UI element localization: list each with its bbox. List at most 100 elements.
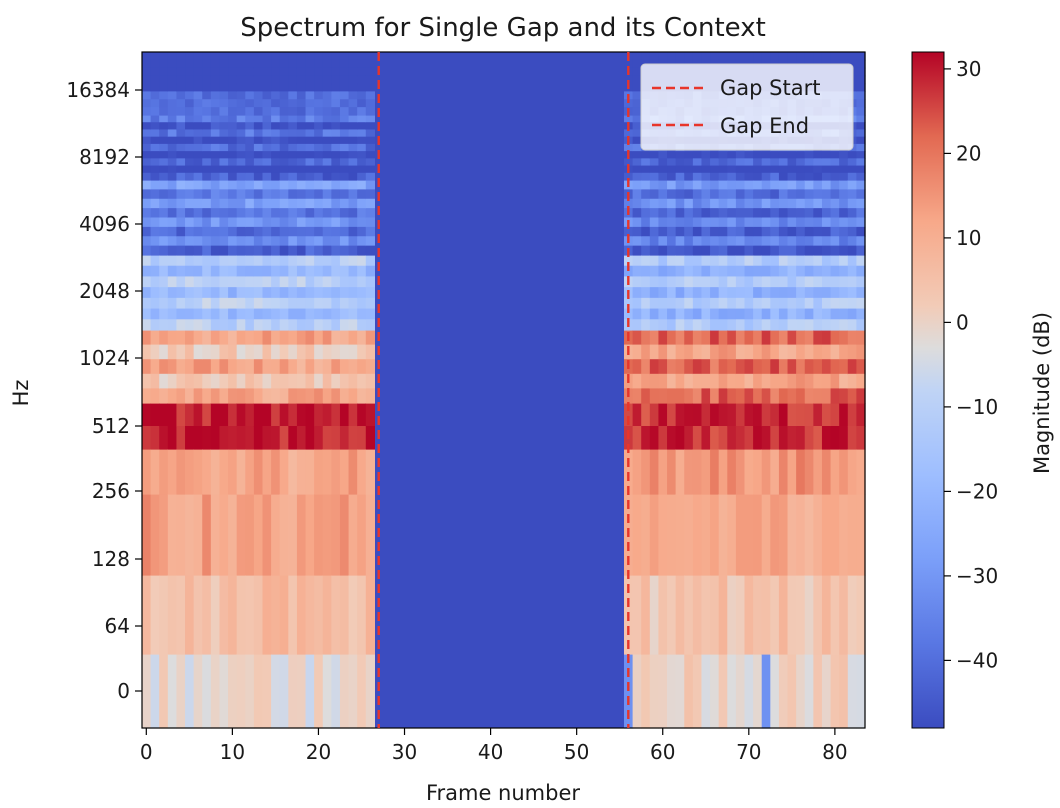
- heatmap-cell: [322, 330, 332, 346]
- heatmap-cell: [296, 403, 307, 427]
- heatmap-cell: [632, 189, 642, 200]
- heatmap-cell: [228, 99, 238, 108]
- heatmap-cell: [167, 344, 178, 360]
- heatmap-cell: [770, 165, 780, 174]
- heatmap-cell: [804, 388, 814, 404]
- heatmap-cell: [142, 83, 152, 92]
- heatmap-cell: [357, 217, 367, 228]
- heatmap-cell: [322, 403, 332, 427]
- heatmap-cell: [167, 115, 178, 123]
- heatmap-cell: [150, 129, 160, 138]
- heatmap-cell: [271, 143, 281, 152]
- heatmap-cell: [830, 449, 840, 495]
- heatmap-cell: [718, 245, 728, 256]
- heatmap-cell: [641, 359, 651, 375]
- heatmap-cell: [365, 426, 375, 450]
- heatmap-cell: [778, 319, 789, 331]
- heatmap-cell: [271, 426, 281, 450]
- heatmap-cell: [856, 129, 866, 138]
- heatmap-cell: [142, 255, 152, 267]
- heatmap-cell: [219, 245, 229, 256]
- heatmap-cell: [159, 151, 169, 159]
- heatmap-cell: [778, 287, 789, 299]
- heatmap-cell: [744, 330, 754, 346]
- heatmap-cell: [159, 129, 169, 138]
- heatmap-cell: [744, 403, 754, 427]
- heatmap-cell: [813, 308, 823, 320]
- heatmap-cell: [667, 426, 677, 450]
- heatmap-cell: [632, 172, 642, 181]
- heatmap-cell: [778, 494, 789, 576]
- heatmap-cell: [735, 226, 746, 237]
- heatmap-cell: [314, 165, 324, 174]
- heatmap-cell: [176, 575, 186, 655]
- heatmap-cell: [357, 189, 367, 200]
- heatmap-cell: [649, 265, 660, 278]
- heatmap-cell: [339, 83, 350, 92]
- heatmap-cell: [253, 151, 264, 159]
- heatmap-cell: [228, 136, 238, 145]
- heatmap-cell: [219, 99, 229, 108]
- heatmap-cell: [701, 319, 711, 331]
- heatmap-cell: [813, 226, 823, 237]
- heatmap-cell: [262, 494, 272, 576]
- heatmap-cell: [339, 373, 350, 389]
- heatmap-cell: [701, 265, 711, 278]
- heatmap-cell: [632, 217, 642, 228]
- gap-lines: [377, 52, 630, 728]
- heatmap-cell: [365, 75, 375, 85]
- heatmap-cell: [744, 172, 754, 181]
- heatmap-cell: [856, 91, 866, 100]
- heatmap-cell: [727, 245, 737, 256]
- heatmap-cell: [271, 158, 281, 167]
- heatmap-cell: [314, 115, 324, 123]
- heatmap-cell: [839, 359, 849, 375]
- heatmap-cell: [701, 189, 711, 200]
- heatmap-cell: [632, 99, 642, 108]
- heatmap-cell: [159, 189, 169, 200]
- heatmap-cell: [684, 217, 694, 228]
- y-tick-label: 512: [92, 414, 130, 438]
- heatmap-cell: [296, 208, 307, 219]
- heatmap-cell: [142, 172, 152, 181]
- heatmap-cell: [176, 59, 186, 69]
- heatmap-cell: [331, 494, 341, 576]
- heatmap-cell: [624, 654, 634, 729]
- heatmap-cell: [167, 208, 178, 219]
- heatmap-cell: [692, 52, 703, 61]
- heatmap-cell: [331, 180, 341, 190]
- heatmap-cell: [314, 265, 324, 278]
- heatmap-cell: [735, 449, 746, 495]
- heatmap-cell: [658, 319, 668, 331]
- heatmap-cell: [331, 236, 341, 247]
- heatmap-cell: [718, 180, 728, 190]
- heatmap-cell: [658, 373, 668, 389]
- heatmap-cell: [761, 52, 771, 61]
- colorbar-tick-label: −20: [956, 479, 998, 503]
- heatmap-cell: [314, 67, 324, 77]
- heatmap-cell: [219, 83, 229, 92]
- heatmap-cell: [142, 122, 152, 131]
- heatmap-cell: [701, 330, 711, 346]
- heatmap-cell: [348, 654, 358, 729]
- heatmap-cell: [219, 172, 229, 181]
- colorbar-tick-label: 0: [956, 310, 969, 334]
- heatmap-cell: [142, 67, 152, 77]
- heatmap-cell: [787, 297, 797, 310]
- heatmap-cell: [804, 151, 814, 159]
- heatmap-cell: [710, 319, 720, 331]
- heatmap-cell: [262, 129, 272, 138]
- heatmap-cell: [753, 198, 763, 209]
- heatmap-cell: [219, 115, 229, 123]
- heatmap-cell: [839, 287, 849, 299]
- heatmap-cell: [305, 388, 315, 404]
- heatmap-cell: [847, 308, 857, 320]
- heatmap-cell: [365, 115, 375, 123]
- heatmap-cell: [322, 287, 332, 299]
- heatmap-cell: [236, 129, 246, 138]
- heatmap-cell: [710, 245, 720, 256]
- heatmap-cell: [658, 180, 668, 190]
- heatmap-cell: [193, 388, 203, 404]
- heatmap-cell: [649, 403, 660, 427]
- heatmap-cell: [142, 59, 152, 69]
